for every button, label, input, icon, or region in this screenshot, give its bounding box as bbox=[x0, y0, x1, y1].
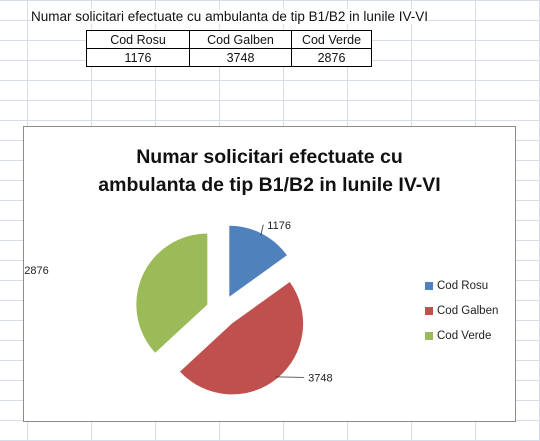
legend-item-cod-verde: Cod Verde bbox=[425, 323, 498, 348]
legend-label-cod-verde: Cod Verde bbox=[437, 329, 492, 342]
data-table: Cod Rosu Cod Galben Cod Verde 1176 3748 … bbox=[86, 30, 372, 67]
chart-title-line-2: ambulanta de tip B1/B2 in lunile IV-VI bbox=[98, 174, 441, 196]
data-label-cod-rosu: 1176 bbox=[267, 220, 291, 232]
legend-swatch-cod-galben bbox=[425, 306, 433, 315]
legend-label-cod-rosu: Cod Rosu bbox=[437, 279, 489, 292]
leader-line-cod-galben bbox=[275, 376, 305, 378]
chart-area[interactable]: Numar solicitari efectuate cu ambulanta … bbox=[23, 126, 516, 422]
value-cell-cod-galben[interactable]: 3748 bbox=[189, 48, 292, 67]
chart-legend[interactable]: Cod Rosu Cod Galben Cod Verde bbox=[425, 273, 498, 348]
pie-slice-cod-rosu[interactable] bbox=[229, 225, 287, 297]
table-header-row: Cod Rosu Cod Galben Cod Verde bbox=[86, 30, 372, 49]
value-cell-cod-rosu[interactable]: 1176 bbox=[86, 48, 190, 67]
data-label-cod-verde: 2876 bbox=[24, 265, 48, 277]
pie-slice-cod-verde[interactable] bbox=[136, 233, 208, 353]
leader-line-cod-rosu bbox=[260, 224, 264, 236]
legend-item-cod-rosu: Cod Rosu bbox=[425, 273, 498, 298]
chart-title-line-1: Numar solicitari efectuate cu bbox=[136, 146, 403, 168]
sheet-title: Numar solicitari efectuate cu ambulanta … bbox=[31, 9, 428, 24]
header-cell-cod-verde[interactable]: Cod Verde bbox=[291, 30, 372, 49]
header-cell-cod-rosu[interactable]: Cod Rosu bbox=[86, 30, 190, 49]
legend-swatch-cod-rosu bbox=[425, 281, 433, 290]
legend-item-cod-galben: Cod Galben bbox=[425, 298, 498, 323]
pie-chart: 1176 3748 2876 bbox=[24, 220, 333, 395]
chart-title: Numar solicitari efectuate cu ambulanta … bbox=[24, 143, 515, 199]
pie-slice-cod-galben[interactable] bbox=[179, 281, 304, 395]
table-row: 1176 3748 2876 bbox=[86, 48, 372, 67]
legend-swatch-cod-verde bbox=[425, 331, 433, 340]
header-cell-cod-galben[interactable]: Cod Galben bbox=[189, 30, 292, 49]
legend-label-cod-galben: Cod Galben bbox=[437, 304, 499, 317]
data-label-cod-galben: 3748 bbox=[308, 372, 332, 384]
value-cell-cod-verde[interactable]: 2876 bbox=[291, 48, 372, 67]
